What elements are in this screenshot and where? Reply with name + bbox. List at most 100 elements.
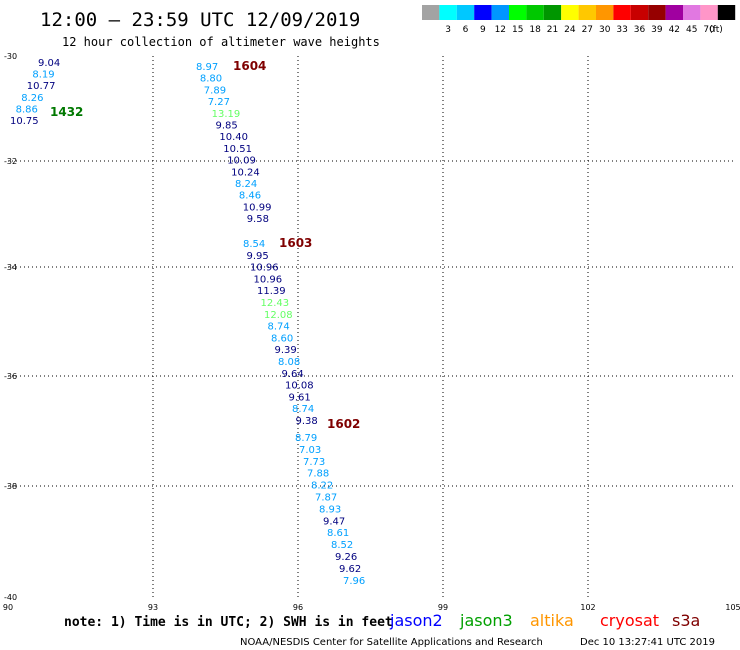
swh-value: 9.04 bbox=[38, 58, 60, 69]
swh-value: 8.93 bbox=[319, 504, 341, 515]
legend-swatch bbox=[596, 5, 614, 20]
lat-label: -38 bbox=[4, 482, 17, 491]
legend-tick-label: 15 bbox=[512, 25, 523, 35]
swh-value: 8.24 bbox=[235, 179, 257, 190]
swh-value: 10.51 bbox=[223, 144, 252, 155]
legend-swatch bbox=[665, 5, 683, 20]
swh-value: 10.75 bbox=[10, 116, 39, 127]
mission-label: jason3 bbox=[459, 611, 513, 630]
swh-value: 8.26 bbox=[21, 93, 43, 104]
map-title: 12:00 – 23:59 UTC 12/09/2019 bbox=[40, 9, 360, 31]
mission-label: cryosat bbox=[600, 611, 659, 630]
swh-value: 9.58 bbox=[247, 214, 269, 225]
legend-swatch bbox=[561, 5, 579, 20]
lat-label: -30 bbox=[4, 52, 17, 61]
longitude-labels: 90 93 96 99 102 105 bbox=[3, 603, 740, 612]
swh-value: 8.54 bbox=[243, 239, 265, 250]
lon-label: 102 bbox=[580, 603, 595, 612]
lon-label: 90 bbox=[3, 603, 13, 612]
legend-swatch bbox=[422, 5, 440, 20]
swh-value: 11.39 bbox=[257, 286, 286, 297]
legend-swatch bbox=[543, 5, 562, 20]
legend-swatch bbox=[683, 5, 701, 20]
swh-value: 8.22 bbox=[311, 481, 333, 492]
lat-label: -40 bbox=[4, 593, 17, 602]
legend-tick-label: 12 bbox=[495, 25, 506, 35]
legend-swatch bbox=[613, 5, 631, 20]
mission-label: s3a bbox=[672, 611, 700, 630]
swh-value: 10.09 bbox=[227, 156, 256, 167]
swh-value: 7.89 bbox=[204, 85, 226, 96]
swh-value: 7.03 bbox=[299, 445, 321, 456]
swh-value: 8.08 bbox=[278, 357, 300, 368]
swh-value: 9.39 bbox=[275, 345, 297, 356]
swh-value: 7.73 bbox=[303, 457, 325, 468]
lon-label: 99 bbox=[438, 603, 448, 612]
legend-swatch bbox=[491, 5, 509, 20]
track-id-label: 1603 bbox=[279, 236, 312, 250]
track-id-label: 1432 bbox=[50, 105, 83, 119]
lat-label: -36 bbox=[4, 372, 17, 381]
map-subtitle: 12 hour collection of altimeter wave hei… bbox=[62, 35, 380, 49]
swh-value: 8.79 bbox=[295, 433, 317, 444]
swh-value: 10.96 bbox=[250, 263, 279, 274]
swh-value: 8.74 bbox=[268, 322, 290, 333]
legend-swatch bbox=[439, 5, 457, 20]
legend-tick-label: 30 bbox=[599, 25, 611, 35]
swh-value: 9.95 bbox=[247, 251, 269, 262]
legend-swatch bbox=[526, 5, 544, 20]
legend-swatch bbox=[509, 5, 527, 20]
swh-value: 10.99 bbox=[243, 202, 272, 213]
legend-swatch bbox=[456, 5, 475, 20]
legend-swatch bbox=[474, 5, 492, 20]
swh-value: 13.19 bbox=[212, 109, 241, 120]
footer-credit: NOAA/NESDIS Center for Satellite Applica… bbox=[240, 637, 543, 648]
swh-value: 7.96 bbox=[343, 576, 365, 587]
latitude-labels: -30 -32 -34 -36 -38 -40 bbox=[4, 52, 17, 602]
swh-value: 8.19 bbox=[32, 70, 54, 81]
swh-value: 9.85 bbox=[216, 121, 238, 132]
legend-tick-label: 9 bbox=[480, 25, 486, 35]
legend-swatch bbox=[648, 5, 666, 20]
legend-tick-label: 70 bbox=[703, 25, 715, 35]
legend-tick-label: 39 bbox=[651, 25, 663, 35]
track-id-label: 1604 bbox=[233, 59, 266, 73]
lon-label: 96 bbox=[293, 603, 303, 612]
swh-value: 8.97 bbox=[196, 62, 218, 73]
swh-value: 8.80 bbox=[200, 74, 222, 85]
footer-note: note: 1) Time is in UTC; 2) SWH is in fe… bbox=[64, 615, 393, 630]
swh-value: 7.27 bbox=[208, 97, 230, 108]
swh-value: 10.96 bbox=[254, 274, 283, 285]
legend-tick-label: 36 bbox=[634, 25, 646, 35]
swh-value: 8.74 bbox=[292, 404, 314, 415]
swh-value: 12.08 bbox=[264, 310, 293, 321]
swh-value: 12.43 bbox=[261, 298, 290, 309]
legend-tick-label: 3 bbox=[445, 25, 451, 35]
swh-value: 10.08 bbox=[285, 381, 314, 392]
legend-tick-label: 6 bbox=[463, 25, 469, 35]
track-id-label: 1602 bbox=[327, 417, 360, 431]
legend-swatch bbox=[700, 5, 718, 20]
swh-value: 9.64 bbox=[282, 369, 304, 380]
swh-value: 9.61 bbox=[289, 392, 311, 403]
lat-label: -34 bbox=[4, 263, 17, 272]
legend-tick-label: 33 bbox=[616, 25, 627, 35]
swh-value: 9.26 bbox=[335, 552, 357, 563]
legend-swatch bbox=[630, 5, 649, 20]
legend-swatch bbox=[578, 5, 596, 20]
legend-tick-label: 27 bbox=[582, 25, 593, 35]
legend-tick-label: 45 bbox=[686, 25, 697, 35]
mission-label: jason2 bbox=[389, 611, 443, 630]
wave-height-legend: 3 6 9 12 15 18 21 24 27 30 33 36 39 42 45 70(ft) bbox=[422, 5, 736, 35]
swh-value: 10.40 bbox=[219, 132, 248, 143]
footer-timestamp: Dec 10 13:27:41 UTC 2019 bbox=[580, 637, 715, 648]
swh-value: 8.52 bbox=[331, 540, 353, 551]
swh-value: 9.47 bbox=[323, 516, 345, 527]
swh-value: 7.88 bbox=[307, 469, 329, 480]
swh-value: 8.60 bbox=[271, 333, 293, 344]
swh-value: 8.46 bbox=[239, 191, 261, 202]
legend-tick-label: 42 bbox=[669, 25, 680, 35]
satellite-tracks: 9.048.1910.778.268.8610.7514328.978.807.… bbox=[10, 58, 365, 587]
mission-legend: jason2 jason3 altika cryosat s3a bbox=[389, 611, 700, 630]
legend-tick-label: 21 bbox=[547, 25, 558, 35]
